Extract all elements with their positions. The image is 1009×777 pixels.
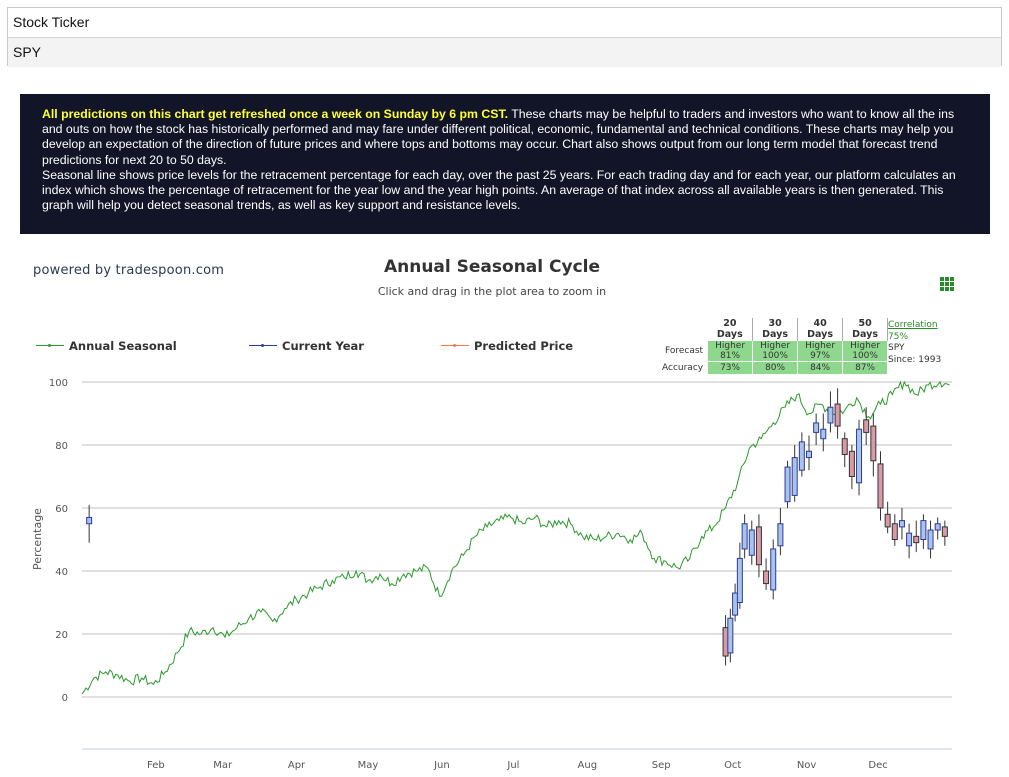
forecast-cell: Higher 100% [842, 340, 889, 362]
correlation-value: 75% [888, 331, 909, 342]
legend-line-icon [249, 341, 277, 351]
candle-body [877, 463, 884, 509]
refresh-notice: All predictions on this chart get refres… [42, 107, 509, 121]
forecast-cell: Higher 81% [707, 340, 754, 362]
candle-body [722, 627, 729, 657]
y-tick-label: 60 [55, 504, 68, 515]
info-description: These charts may be helpful to traders a… [42, 107, 955, 167]
candle-body [741, 523, 748, 550]
candle-body [798, 441, 805, 471]
candle-body [732, 592, 739, 616]
forecast-header: 30 Days [752, 318, 799, 341]
x-tick-label: Mar [213, 760, 233, 771]
candle-body [856, 428, 863, 484]
y-tick-label: 40 [55, 567, 68, 578]
correlation-since: Since: 1993 [888, 354, 942, 365]
candle-body [755, 526, 762, 566]
y-axis-label: Percentage [31, 508, 44, 570]
ticker-label: Stock Ticker [13, 14, 90, 30]
candle-body [848, 450, 855, 477]
accuracy-cell: 80% [752, 361, 799, 375]
candle-body [920, 520, 927, 540]
y-tick-label: 100 [49, 378, 68, 389]
legend-label: Current Year [282, 339, 364, 353]
candle-body [736, 557, 743, 604]
candle-body [748, 529, 755, 556]
legend-annual-seasonal[interactable]: Annual Seasonal [36, 339, 177, 353]
accuracy-row-label: Accuracy [662, 363, 704, 373]
candle-body [827, 406, 834, 424]
accuracy-cell: 73% [707, 361, 754, 375]
x-tick-label: Dec [868, 760, 887, 771]
annual-seasonal-line [81, 380, 950, 695]
x-tick-label: Sep [652, 760, 671, 771]
candle-body [813, 422, 820, 433]
x-tick-label: Feb [147, 760, 165, 771]
y-tick-label: 0 [62, 693, 68, 704]
candle-body [770, 548, 777, 591]
forecast-table: 20 Days 30 Days 40 Days 50 Days Forecast… [660, 318, 889, 375]
candle-body [86, 516, 93, 525]
info-banner: All predictions on this chart get refres… [20, 94, 990, 234]
legend-label: Predicted Price [474, 339, 574, 353]
correlation-block: Correlation 75% SPY Since: 1993 [888, 320, 941, 366]
candle-body [777, 523, 784, 547]
legend-line-icon [36, 341, 64, 351]
x-tick-label: Jul [506, 760, 519, 771]
grid-lines: 0 20 40 60 80 100 [49, 378, 952, 704]
chart-menu-grid-icon[interactable] [940, 277, 954, 291]
axes: Feb Mar Apr May Jun Jul Aug Sep Oct Nov Dec [82, 748, 952, 771]
ticker-value-field[interactable]: SPY [8, 37, 1001, 67]
forecast-header: 40 Days [797, 318, 844, 341]
candle-body [884, 513, 891, 528]
candle-body [841, 438, 848, 455]
candle-body [805, 450, 812, 459]
correlation-link[interactable]: Correlation [888, 320, 938, 330]
forecast-header: 50 Days [842, 318, 889, 341]
powered-by-link[interactable]: powered by tradespoon.com [33, 263, 225, 278]
x-tick-label: Aug [578, 760, 598, 771]
ticker-panel: Stock Ticker SPY [7, 7, 1002, 67]
candle-body [784, 466, 791, 503]
accuracy-cell: 87% [842, 361, 889, 375]
info-paragraph-2: Seasonal line shows price levels for the… [42, 167, 956, 213]
candle-body [934, 523, 941, 531]
candle-body [863, 419, 870, 433]
x-tick-label: May [358, 760, 379, 771]
annual-seasonal-series [81, 380, 950, 695]
candle-body [820, 428, 827, 440]
candle-body [913, 535, 920, 544]
x-tick-label: Oct [724, 760, 741, 771]
y-tick-label: 20 [55, 630, 68, 641]
candle-body [891, 523, 898, 540]
x-tick-label: Jun [433, 760, 450, 771]
current-year-series [86, 388, 948, 666]
candle-body [727, 617, 734, 654]
candle-body [941, 526, 948, 537]
legend-label: Annual Seasonal [69, 339, 177, 353]
forecast-cell: Higher 97% [797, 340, 844, 362]
y-tick-label: 80 [55, 441, 68, 452]
candle-body [906, 532, 913, 547]
x-tick-label: Nov [797, 760, 817, 771]
candle-body [898, 520, 905, 528]
legend-line-icon [441, 341, 469, 351]
forecast-header: 20 Days [707, 318, 754, 341]
x-tick-label: Apr [288, 760, 306, 771]
chart-subtitle: Click and drag in the plot area to zoom … [377, 285, 607, 298]
candle-body [870, 425, 877, 462]
legend-predicted-price[interactable]: Predicted Price [441, 339, 573, 353]
chart-title: Annual Seasonal Cycle [383, 257, 601, 277]
candle-body [791, 457, 798, 496]
candle-body [763, 570, 770, 585]
correlation-symbol: SPY [888, 343, 905, 353]
candle-body [927, 529, 934, 550]
accuracy-cell: 84% [797, 361, 844, 375]
forecast-row-label: Forecast [665, 346, 704, 356]
legend-current-year[interactable]: Current Year [249, 339, 364, 353]
candle-body [834, 403, 841, 427]
info-paragraph-1: All predictions on this chart get refres… [42, 107, 968, 168]
